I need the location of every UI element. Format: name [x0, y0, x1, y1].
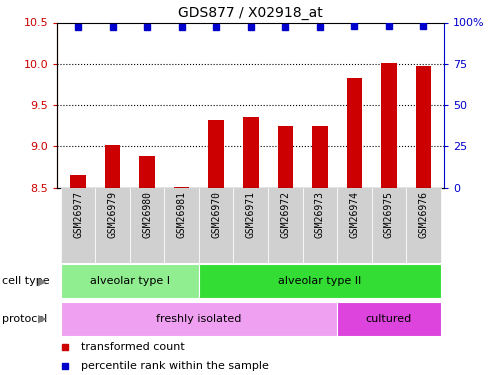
Text: alveolar type I: alveolar type I — [90, 276, 170, 286]
Bar — [372, 188, 406, 262]
Text: GSM26979: GSM26979 — [108, 191, 118, 238]
Text: percentile rank within the sample: percentile rank within the sample — [81, 361, 268, 370]
Text: GSM26972: GSM26972 — [280, 191, 290, 238]
Text: GSM26976: GSM26976 — [418, 191, 429, 238]
Text: ▶: ▶ — [38, 276, 47, 286]
Text: cultured: cultured — [366, 314, 412, 324]
Bar — [174, 187, 190, 188]
Title: GDS877 / X02918_at: GDS877 / X02918_at — [178, 6, 323, 20]
Bar — [61, 264, 199, 298]
Text: GSM26973: GSM26973 — [315, 191, 325, 238]
Bar — [199, 188, 234, 262]
Text: GSM26970: GSM26970 — [211, 191, 221, 238]
Bar — [337, 188, 372, 262]
Text: GSM26974: GSM26974 — [349, 191, 359, 238]
Text: protocol: protocol — [2, 314, 48, 324]
Text: GSM26981: GSM26981 — [177, 191, 187, 238]
Bar — [381, 63, 397, 188]
Bar — [165, 188, 199, 262]
Bar — [406, 188, 441, 262]
Bar — [95, 188, 130, 262]
Bar — [243, 117, 258, 188]
Bar — [209, 120, 224, 188]
Bar — [416, 66, 431, 188]
Bar — [130, 188, 165, 262]
Bar — [312, 126, 327, 188]
Text: GSM26971: GSM26971 — [246, 191, 256, 238]
Bar — [61, 188, 95, 262]
Bar — [277, 126, 293, 188]
Bar — [61, 302, 337, 336]
Bar — [139, 156, 155, 188]
Bar — [70, 175, 86, 188]
Text: GSM26975: GSM26975 — [384, 191, 394, 238]
Bar — [337, 302, 441, 336]
Bar — [268, 188, 302, 262]
Text: alveolar type II: alveolar type II — [278, 276, 361, 286]
Bar — [347, 78, 362, 188]
Text: GSM26977: GSM26977 — [73, 191, 83, 238]
Bar — [105, 146, 120, 188]
Text: ▶: ▶ — [38, 314, 47, 324]
Bar — [199, 264, 441, 298]
Text: freshly isolated: freshly isolated — [156, 314, 242, 324]
Bar — [302, 188, 337, 262]
Text: cell type: cell type — [2, 276, 50, 286]
Text: transformed count: transformed count — [81, 342, 184, 352]
Text: GSM26980: GSM26980 — [142, 191, 152, 238]
Bar — [234, 188, 268, 262]
